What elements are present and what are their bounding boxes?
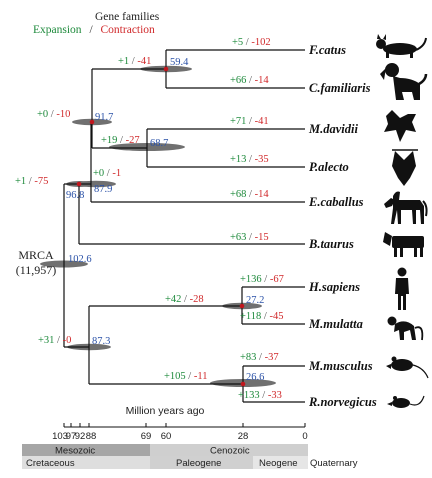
age-bats: 68.7 xyxy=(150,138,168,149)
species-name-fcatus: F.catus xyxy=(308,43,346,57)
svg-text:Expansion / Contractio: Expansion / Contraction xyxy=(33,24,155,36)
species-name-mmulatta: M.mulatta xyxy=(308,317,363,331)
timescale-axis: 103 97 92 88 69 60 28 0 xyxy=(52,423,308,442)
legend-title: Gene families xyxy=(95,11,160,23)
change-euarchontoglires: +31 / -0 xyxy=(38,335,71,346)
age-rodents: 26.6 xyxy=(246,372,264,383)
era-cenozoic xyxy=(150,444,308,456)
age-laurasiatheria: 96.8 xyxy=(66,190,84,201)
change-laurasiatheria: +1 / -75 xyxy=(15,176,48,187)
change-chiro-carn: +0 / -10 xyxy=(37,109,70,120)
change-bats: +19 / -27 xyxy=(101,135,140,146)
species-name-hsapiens: H.sapiens xyxy=(308,280,360,294)
flying-bat-icon xyxy=(384,110,416,142)
period-cretaceous xyxy=(22,456,150,469)
dot-laurasiatheria xyxy=(76,181,82,187)
legend-expansion: Expansion xyxy=(33,24,82,36)
species-name-mdavidii: M.davidii xyxy=(308,122,358,136)
age-euarchontoglires: 87.3 xyxy=(92,336,110,347)
node-uncertainty-bars xyxy=(40,65,276,387)
change-carnivora: +1 / -41 xyxy=(118,56,151,67)
cow-icon xyxy=(383,232,424,257)
change-with-horse: +0 / -1 xyxy=(93,168,121,179)
species-name-palecto: P.alecto xyxy=(309,160,349,174)
calibration-dots xyxy=(76,66,246,387)
change-primates: +42 / -28 xyxy=(165,294,204,305)
monkey-icon xyxy=(387,316,424,341)
tick-label: 28 xyxy=(238,431,249,442)
change-mmulatta: +118 / -45 xyxy=(240,311,283,322)
change-btaurus: +63 / -15 xyxy=(230,232,269,243)
age-carnivora: 59.4 xyxy=(170,57,189,68)
dog-icon xyxy=(380,63,428,100)
timescale-title: Million years ago xyxy=(126,405,205,417)
dot-rodents xyxy=(240,381,246,387)
mouse-icon xyxy=(386,356,429,379)
tick-label: 60 xyxy=(161,431,172,442)
change-mdavidii: +71 / -41 xyxy=(230,116,269,127)
dot-carnivora xyxy=(163,66,169,72)
period-bar: Cretaceous Paleogene Neogene Quaternary xyxy=(22,456,358,469)
period-paleogene xyxy=(150,456,253,469)
species-name-rnorvegicus: R.norvegicus xyxy=(308,395,377,409)
tick-label: 0 xyxy=(302,431,307,442)
species-name-mmusculus: M.musculus xyxy=(308,359,373,373)
tick-label: 103 xyxy=(52,431,68,442)
age-root: 102.6 xyxy=(68,254,92,265)
species-names: F.catus C.familiaris M.davidii P.alecto … xyxy=(308,43,377,409)
hanging-bat-icon xyxy=(392,149,418,186)
period-label-cretaceous: Cretaceous xyxy=(26,458,75,469)
rat-icon xyxy=(387,395,425,408)
tick-label: 69 xyxy=(141,431,152,442)
tick-label: 97 xyxy=(66,431,77,442)
age-with-horse: 87.9 xyxy=(94,184,112,195)
horse-icon xyxy=(384,191,428,224)
change-mmusculus: +83 / -37 xyxy=(240,352,279,363)
period-label-quaternary: Quaternary xyxy=(310,458,358,469)
era-label-cenozoic: Cenozoic xyxy=(210,446,250,457)
change-hsapiens: +136 / -67 xyxy=(240,274,284,285)
legend-contraction: Contraction xyxy=(101,24,156,36)
species-name-ecaballus: E.caballus xyxy=(308,195,364,209)
species-name-cfamiliaris: C.familiaris xyxy=(309,81,371,95)
cat-icon xyxy=(376,34,427,58)
change-rodents: +105 / -11 xyxy=(164,371,207,382)
era-mesozoic xyxy=(22,444,150,456)
root-family-count: (11,957) xyxy=(16,263,57,277)
age-primates: 27.2 xyxy=(246,295,264,306)
period-neogene xyxy=(253,456,308,469)
period-label-neogene: Neogene xyxy=(259,458,298,469)
tick-label: 88 xyxy=(86,431,97,442)
root-label: MRCA xyxy=(18,248,54,262)
legend-separator: / xyxy=(89,24,93,36)
period-label-paleogene: Paleogene xyxy=(176,458,221,469)
era-label-mesozoic: Mesozoic xyxy=(55,446,95,457)
change-palecto: +13 / -35 xyxy=(230,154,269,165)
species-changes: +5 / -102 +66 / -14 +71 / -41 +13 / -35 … xyxy=(230,37,284,401)
age-chiro-carn: 91.7 xyxy=(95,112,113,123)
change-ecaballus: +68 / -14 xyxy=(230,189,269,200)
dot-chiro-carn xyxy=(89,119,95,125)
node-changes: +1 / -41 +19 / -27 +0 / -10 +0 / -1 +1 /… xyxy=(15,56,207,382)
era-bar: Mesozoic Cenozoic xyxy=(22,444,308,457)
change-cfamiliaris: +66 / -14 xyxy=(230,75,269,86)
species-icons xyxy=(376,34,429,408)
dot-primates xyxy=(239,303,245,309)
tree-branches xyxy=(63,49,305,403)
change-fcatus: +5 / -102 xyxy=(232,37,271,48)
species-name-btaurus: B.taurus xyxy=(308,237,354,251)
change-rnorvegicus: +133 / -33 xyxy=(238,390,282,401)
human-icon xyxy=(395,267,409,310)
node-ages: 59.4 68.7 91.7 87.9 96.8 102.6 27.2 26.6… xyxy=(66,57,264,383)
tick-label: 92 xyxy=(75,431,86,442)
